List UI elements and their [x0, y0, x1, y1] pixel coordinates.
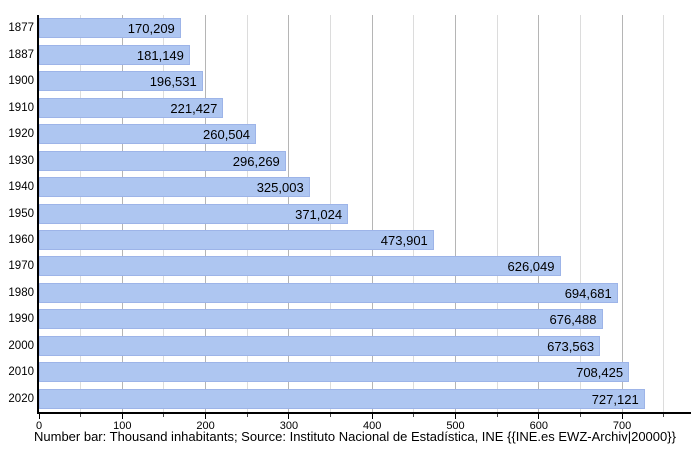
year-label-1930: 1930	[8, 154, 34, 167]
bar-1960: 473,901	[39, 230, 434, 250]
year-label-1940: 1940	[8, 181, 34, 193]
x-tick-label-0: 0	[35, 420, 43, 432]
bar-value-label: 673,563	[547, 338, 595, 354]
x-tick-major	[121, 414, 123, 419]
x-tick-label-500: 500	[446, 420, 465, 432]
bar-1940: 325,003	[39, 177, 310, 197]
x-tick-label-700: 700	[612, 420, 632, 432]
x-tick-minor	[163, 414, 165, 417]
grid-line-major	[621, 15, 623, 412]
bar-1930: 296,269	[39, 150, 286, 171]
bar-1980: 694,681	[39, 282, 618, 303]
year-label-1970: 1970	[8, 260, 34, 273]
year-label-1990: 1990	[8, 313, 34, 326]
bar-value-label: 221,427	[170, 100, 218, 116]
bar-value-label: 727,121	[591, 391, 639, 407]
x-tick-label-300: 300	[279, 420, 299, 432]
x-tick-major	[538, 414, 540, 419]
grid-line-minor	[663, 15, 665, 412]
bar-value-label: 296,269	[232, 153, 280, 169]
x-tick-major	[371, 414, 373, 419]
bar-value-label: 676,488	[549, 312, 597, 328]
year-label-1920: 1920	[8, 128, 34, 141]
year-label-1950: 1950	[8, 207, 34, 220]
year-label-1887: 1887	[8, 48, 34, 61]
year-label-1960: 1960	[8, 234, 34, 246]
bar-value-label: 371,024	[295, 206, 343, 222]
grid-line-minor	[413, 15, 415, 412]
x-tick-minor	[496, 414, 498, 417]
x-tick-minor	[413, 414, 415, 417]
bar-value-label: 170,209	[127, 21, 175, 37]
year-label-1910: 1910	[8, 101, 34, 114]
bar-1990: 676,488	[39, 309, 603, 330]
x-tick-major	[455, 414, 456, 419]
x-tick-minor	[579, 414, 581, 417]
bar-value-label: 473,901	[380, 233, 428, 248]
year-label-2010: 2010	[8, 366, 34, 379]
year-label-1900: 1900	[8, 75, 34, 88]
grid-line-minor	[579, 15, 581, 412]
chart-caption: Number bar: Thousand inhabitants; Source…	[34, 429, 676, 444]
x-tick-minor	[80, 414, 82, 417]
year-label-1877: 1877	[8, 22, 34, 35]
x-tick-minor	[246, 414, 248, 417]
x-tick-major	[205, 414, 207, 419]
grid-line-minor	[496, 15, 498, 412]
bar-2000: 673,563	[39, 335, 601, 356]
bar-1877: 170,209	[39, 18, 181, 39]
bar-value-label: 325,003	[256, 180, 304, 195]
plot-area: 170,209 181,149 196,531 221,427 260,504 296,2…	[37, 15, 691, 414]
x-tick-minor	[330, 414, 332, 417]
x-tick-major	[38, 414, 40, 419]
bar-value-label: 708,425	[576, 365, 624, 381]
bar-value-label: 694,681	[564, 285, 612, 301]
grid-line-major	[455, 15, 456, 412]
year-label-2020: 2020	[8, 392, 34, 405]
bar-1920: 260,504	[39, 124, 256, 145]
bar-1910: 221,427	[39, 97, 224, 118]
bar-2020: 727,121	[39, 388, 645, 409]
x-tick-label-200: 200	[196, 420, 215, 432]
year-label-1980: 1980	[8, 286, 34, 299]
bar-value-label: 181,149	[136, 47, 184, 63]
year-label-2000: 2000	[8, 339, 34, 352]
x-tick-major	[621, 414, 623, 419]
x-tick-label-600: 600	[529, 420, 548, 432]
bar-1887: 181,149	[39, 44, 190, 65]
bar-1900: 196,531	[39, 71, 203, 92]
grid-line-major	[371, 15, 373, 412]
bar-value-label: 626,049	[507, 259, 555, 275]
bar-1950: 371,024	[39, 203, 349, 224]
x-tick-minor	[663, 414, 665, 417]
grid-line-major	[538, 15, 540, 412]
x-tick-label-100: 100	[113, 420, 132, 432]
x-tick-major	[288, 414, 290, 419]
x-tick-label-400: 400	[363, 420, 382, 432]
bar-value-label: 260,504	[203, 127, 250, 143]
bar-2010: 708,425	[39, 362, 630, 383]
bar-1970: 626,049	[39, 256, 561, 277]
bar-value-label: 196,531	[149, 74, 197, 90]
